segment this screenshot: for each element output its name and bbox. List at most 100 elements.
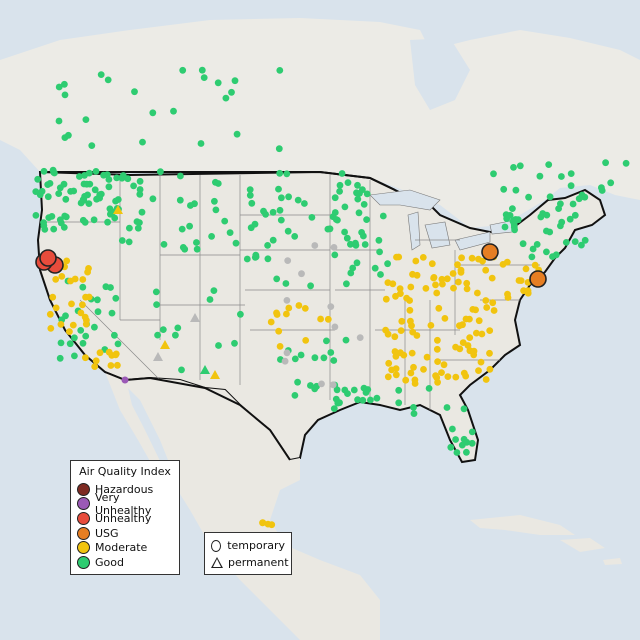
monitor-marker[interactable] [178,366,185,374]
monitor-marker[interactable] [462,315,470,323]
monitor-marker[interactable] [419,254,427,261]
monitor-marker[interactable] [330,357,338,364]
monitor-marker[interactable] [320,354,328,362]
monitor-marker[interactable] [352,241,360,249]
monitor-marker[interactable] [285,304,293,312]
monitor-marker[interactable] [94,308,102,316]
monitor-marker[interactable] [460,369,468,377]
monitor-marker[interactable] [187,202,194,209]
monitor-marker[interactable] [273,275,281,283]
monitor-marker[interactable] [377,271,384,278]
monitor-marker[interactable] [455,278,462,286]
monitor-marker[interactable] [392,371,400,379]
monitor-marker[interactable] [506,212,514,219]
monitor-marker[interactable] [318,380,325,388]
monitor-marker[interactable] [100,171,107,179]
monitor-marker[interactable] [373,394,381,402]
monitor-marker[interactable] [275,185,282,193]
monitor-marker[interactable] [96,194,103,202]
monitor-marker[interactable] [452,373,460,381]
monitor-marker[interactable] [311,385,319,393]
monitor-marker[interactable] [382,326,389,334]
monitor-marker[interactable] [302,337,310,344]
monitor-marker[interactable] [49,293,57,301]
monitor-marker[interactable] [326,225,334,233]
monitor-marker[interactable] [61,212,69,220]
monitor-marker[interactable] [232,239,240,247]
monitor-marker[interactable] [301,200,308,207]
monitor-marker[interactable] [382,295,390,303]
monitor-marker[interactable] [113,174,121,182]
monitor-marker[interactable] [385,359,393,367]
monitor-marker[interactable] [511,216,519,224]
monitor-marker[interactable] [88,142,96,150]
monitor-marker[interactable] [139,138,146,146]
monitor-marker[interactable] [440,361,448,369]
monitor-marker[interactable] [221,217,229,225]
monitor-marker[interactable] [543,248,550,256]
monitor-marker-alert[interactable] [481,243,499,261]
monitor-marker[interactable] [55,83,63,91]
monitor-marker[interactable] [392,292,399,300]
monitor-marker[interactable] [384,373,392,381]
monitor-marker[interactable] [432,372,439,380]
monitor-marker[interactable] [264,255,272,263]
monitor-marker[interactable] [407,369,415,377]
monitor-marker[interactable] [85,169,93,177]
monitor-marker[interactable] [433,289,441,297]
monitor-marker[interactable] [359,396,367,404]
monitor-marker[interactable] [60,224,68,231]
monitor-marker[interactable] [578,241,585,249]
monitor-marker[interactable] [32,212,40,219]
monitor-marker[interactable] [291,392,299,399]
monitor-marker[interactable] [525,193,532,201]
monitor-marker[interactable] [425,385,433,392]
monitor-marker[interactable] [307,282,314,290]
monitor-marker[interactable] [154,331,162,339]
monitor-marker[interactable] [275,145,283,153]
monitor-marker[interactable] [136,190,144,198]
monitor-marker[interactable] [177,172,184,180]
monitor-marker[interactable] [119,172,127,179]
monitor-marker[interactable] [111,331,118,339]
monitor-marker[interactable] [543,227,550,235]
monitor-marker[interactable] [581,236,589,244]
monitor-marker[interactable] [56,354,64,362]
monitor-marker[interactable] [44,193,52,201]
monitor-marker[interactable] [149,195,157,203]
monitor-marker[interactable] [456,345,464,353]
monitor-marker[interactable] [81,313,89,321]
monitor-marker[interactable] [50,225,58,233]
monitor-marker[interactable] [291,233,299,240]
monitor-marker[interactable] [347,269,355,277]
monitor-marker[interactable] [248,199,256,207]
monitor-marker-permanent[interactable] [210,370,220,379]
monitor-marker[interactable] [344,179,352,187]
monitor-marker[interactable] [393,253,400,261]
monitor-marker[interactable] [291,355,299,363]
monitor-marker[interactable] [136,177,144,185]
monitor-marker[interactable] [435,304,443,312]
monitor-marker[interactable] [468,439,476,447]
monitor-marker[interactable] [114,361,121,369]
monitor-marker[interactable] [515,277,523,284]
monitor-marker[interactable] [152,288,160,296]
monitor-marker[interactable] [65,131,72,139]
monitor-marker[interactable] [566,215,574,223]
monitor-marker[interactable] [114,340,122,348]
monitor-marker[interactable] [356,190,363,197]
monitor-marker-permanent[interactable] [160,340,170,349]
monitor-marker[interactable] [92,168,100,175]
monitor-marker[interactable] [231,339,238,347]
monitor-marker[interactable] [457,266,465,274]
monitor-marker[interactable] [516,162,524,170]
monitor-marker[interactable] [342,336,350,344]
monitor-marker[interactable] [500,185,508,193]
monitor-marker[interactable] [412,257,420,265]
monitor-marker[interactable] [447,443,455,451]
monitor-marker[interactable] [283,349,291,357]
monitor-marker[interactable] [529,245,537,253]
monitor-marker[interactable] [341,386,349,394]
monitor-marker[interactable] [324,315,332,323]
monitor-marker[interactable] [284,227,292,235]
